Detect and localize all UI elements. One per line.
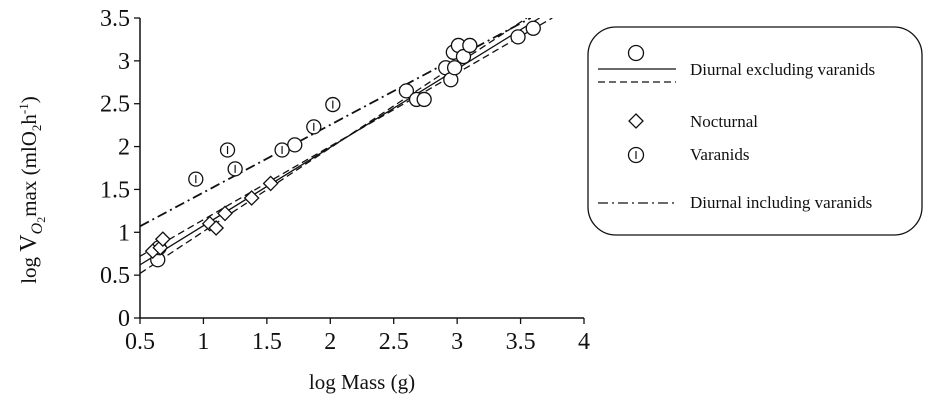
y-axis-title-end: ) bbox=[17, 96, 41, 103]
regression-lines bbox=[140, 18, 553, 274]
legend-label-varanids: Varanids bbox=[690, 145, 749, 164]
legend-label-diurnal-excluding: Diurnal excluding varanids bbox=[690, 60, 875, 79]
y-axis-title-v: V bbox=[16, 234, 42, 252]
x-axis-title: log Mass (g) bbox=[309, 370, 415, 394]
point-diurnal bbox=[398, 83, 415, 99]
legend-circle-marker bbox=[627, 44, 645, 62]
x-tick-label: 2.5 bbox=[379, 329, 409, 355]
y-axis-title-prefix: log bbox=[17, 252, 41, 284]
point-varanid bbox=[227, 161, 243, 177]
x-tick-label: 3 bbox=[451, 329, 463, 355]
y-tick-label: 3 bbox=[118, 49, 130, 75]
point-nocturnal bbox=[208, 220, 225, 236]
x-tick-label: 1.5 bbox=[252, 329, 282, 355]
point-diurnal bbox=[462, 37, 478, 54]
point-diurnal bbox=[287, 137, 303, 153]
legend-box bbox=[587, 26, 923, 236]
axis-ticks: 0.5 1 1.5 2 2.5 3 3.5 400.511.522.533.5 bbox=[100, 6, 590, 355]
y-tick-label: 3.5 bbox=[100, 6, 130, 32]
x-tick-label: 4 bbox=[578, 329, 590, 355]
y-tick-label: 1 bbox=[118, 220, 130, 246]
point-varanid bbox=[325, 96, 341, 113]
y-axis-title-mid: max (mlO bbox=[17, 131, 41, 217]
y-axis-title-sup: -1 bbox=[16, 103, 31, 114]
y-axis-title-sub2: 2 bbox=[34, 217, 48, 223]
x-tick-label: 3.5 bbox=[506, 329, 536, 355]
point-nocturnal bbox=[152, 239, 169, 256]
y-tick-label: 1.5 bbox=[100, 177, 130, 203]
point-diurnal bbox=[510, 29, 526, 45]
y-axis-title-sub3: 2 bbox=[29, 125, 44, 132]
x-tick-label: 2 bbox=[324, 329, 336, 355]
point-varanid bbox=[274, 142, 290, 158]
point-diurnal bbox=[525, 20, 541, 36]
point-nocturnal bbox=[262, 175, 279, 192]
y-tick-label: 0 bbox=[118, 306, 130, 332]
point-varanid bbox=[188, 171, 204, 187]
y-tick-label: 0.5 bbox=[100, 263, 130, 289]
y-tick-label: 2.5 bbox=[100, 92, 130, 118]
y-axis-title-sub: O bbox=[29, 222, 46, 234]
legend-diamond-marker bbox=[628, 113, 644, 129]
legend-label-nocturnal: Nocturnal bbox=[690, 112, 758, 131]
legend: Diurnal excluding varanids Nocturnal Var… bbox=[587, 26, 923, 236]
point-varanid bbox=[306, 119, 322, 135]
regression-line-solid bbox=[140, 18, 540, 266]
x-tick-label: 0.5 bbox=[125, 329, 155, 355]
y-tick-label: 2 bbox=[118, 135, 130, 161]
point-nocturnal bbox=[243, 190, 260, 206]
point-diurnal bbox=[446, 60, 463, 76]
regression-line-dashed bbox=[140, 18, 553, 257]
y-axis-title-h: h bbox=[17, 114, 41, 125]
point-nocturnal bbox=[154, 231, 171, 248]
x-tick-label: 1 bbox=[197, 329, 209, 355]
point-varanid bbox=[219, 142, 236, 158]
point-diurnal bbox=[416, 91, 432, 108]
point-nocturnal bbox=[217, 205, 233, 222]
y-axis-title: log VO2max (mlO2h-1) bbox=[16, 96, 48, 284]
legend-label-diurnal-including: Diurnal including varanids bbox=[690, 193, 872, 212]
data-points bbox=[144, 20, 541, 268]
